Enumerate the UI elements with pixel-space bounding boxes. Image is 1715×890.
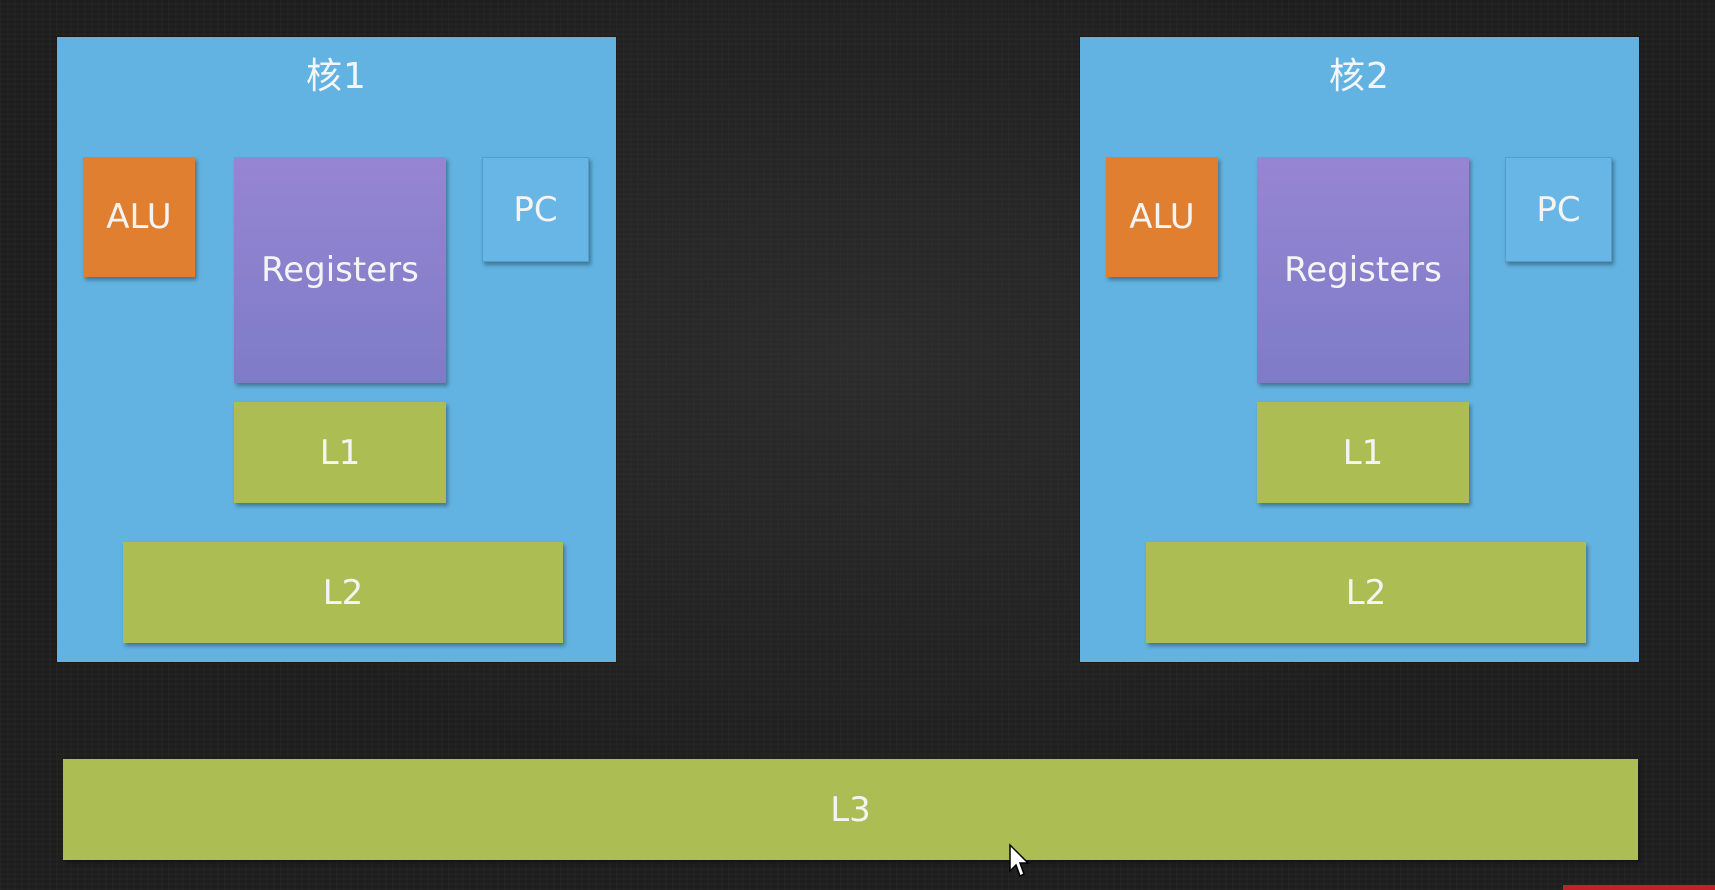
core-2-registers: Registers [1257, 157, 1469, 383]
video-progress-bar [1563, 885, 1715, 890]
core-2-l2-cache: L2 [1146, 542, 1586, 643]
core-2: 核2 ALU Registers PC L1 L2 [1080, 37, 1639, 662]
core-1-registers: Registers [234, 157, 446, 383]
mouse-pointer-icon [1009, 843, 1030, 878]
core-2-alu: ALU [1106, 157, 1218, 277]
core-1-pc: PC [482, 157, 589, 262]
shared-l3-cache: L3 [63, 759, 1638, 860]
core-1: 核1 ALU Registers PC L1 L2 [57, 37, 616, 662]
core-2-title: 核2 [1329, 56, 1390, 97]
core-2-l1-cache: L1 [1257, 402, 1469, 503]
core-2-pc: PC [1505, 157, 1612, 262]
core-1-l1-cache: L1 [234, 402, 446, 503]
core-1-alu: ALU [83, 157, 195, 277]
core-1-l2-cache: L2 [123, 542, 563, 643]
core-1-title: 核1 [306, 56, 367, 97]
